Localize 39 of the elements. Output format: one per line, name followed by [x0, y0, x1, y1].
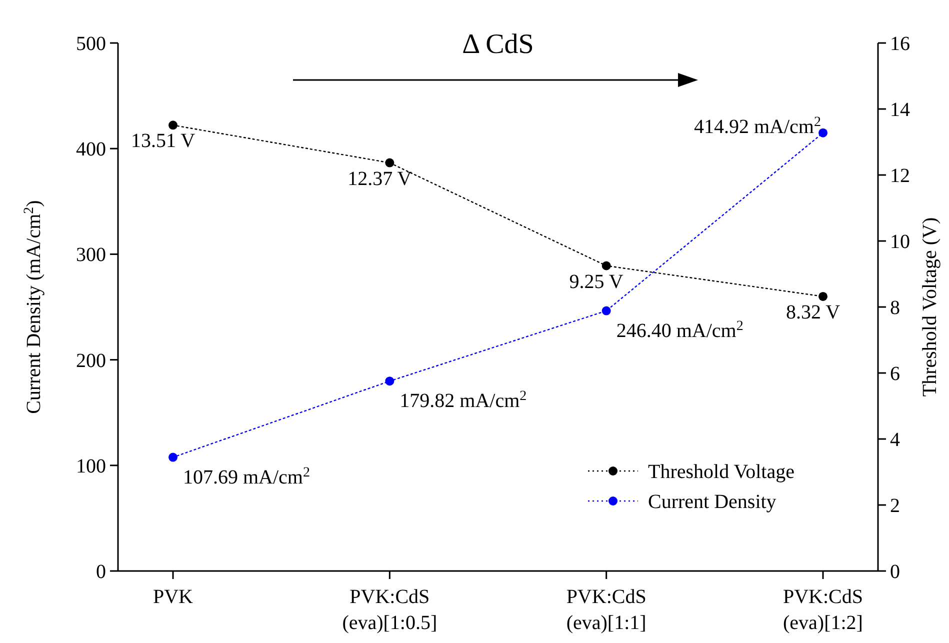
- data-label: 179.82 mA/cm$^{2}$: [400, 388, 527, 412]
- y2-tick-label: 8: [890, 297, 900, 319]
- legend-label: Current Density: [648, 491, 776, 513]
- x-tick-label: PVK:CdS (eva)[1:1]: [566, 586, 646, 634]
- point: [818, 128, 828, 138]
- annotation: Δ CdS: [462, 29, 534, 60]
- data-label: 8.32 V: [786, 301, 841, 324]
- point: [602, 261, 611, 270]
- point: [385, 376, 394, 386]
- data-label: 12.37 V: [348, 168, 412, 190]
- y-tick-label: 100: [76, 455, 106, 478]
- data-label: 246.40 mA/cm$^{2}$: [616, 318, 744, 342]
- x-tick-label: PVK:CdS (eva)[1:2]: [782, 586, 864, 634]
- y-tick-label: 500: [76, 33, 106, 55]
- data-label: 414.92 mA/cm$^{2}$: [694, 114, 821, 138]
- x-tick-label: PVK: [152, 586, 194, 608]
- y2-tick-label: 14: [890, 99, 910, 121]
- y-tick-label: 200: [76, 350, 106, 372]
- data-label: 9.25 V: [569, 270, 624, 293]
- y2-tick-label: 2: [890, 495, 900, 517]
- point: [385, 158, 394, 168]
- y-tick-label: 400: [76, 138, 106, 161]
- point: [168, 452, 178, 462]
- y2-axis-title: Threshold Voltage (V): [919, 217, 941, 397]
- y2-tick-label: 16: [890, 33, 910, 55]
- point: [168, 120, 178, 130]
- legend-label: Threshold Voltage: [648, 461, 795, 483]
- y2-tick-label: 10: [890, 231, 910, 253]
- y2-tick-label: 4: [890, 429, 900, 451]
- y2-tick-label: 0: [890, 561, 900, 583]
- point: [818, 292, 828, 301]
- y2-tick-label: 12: [890, 165, 910, 187]
- y-tick-label: 0: [96, 561, 106, 583]
- data-label: 13.51 V: [130, 130, 196, 152]
- data-label: 107.69 mA/cm$^{2}$: [183, 464, 310, 488]
- x-tick-label: PVK:CdS (eva)[1:0.5]: [342, 586, 438, 634]
- point: [602, 306, 611, 316]
- y2-tick-label: 6: [890, 363, 900, 385]
- y-tick-label: 300: [76, 244, 106, 266]
